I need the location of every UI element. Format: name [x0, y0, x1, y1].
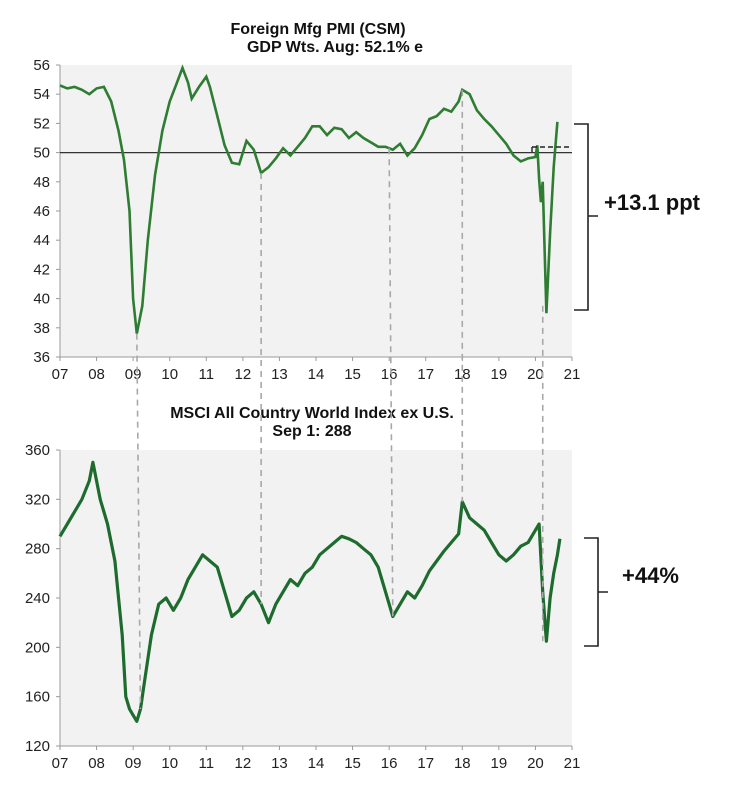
msci-y-tick-label: 240 [25, 590, 50, 607]
msci-series-line [58, 460, 562, 723]
pmi-chart: Foreign Mfg PMI (CSM) GDP Wts. Aug: 52.1… [33, 21, 700, 383]
msci-x-tick-label: 20 [527, 755, 544, 772]
msci-chart: MSCI All Country World Index ex U.S. Sep… [25, 405, 679, 772]
pmi-y-tick-label: 44 [33, 232, 50, 249]
msci-x-tick-label: 19 [491, 755, 508, 772]
msci-plot-area [60, 450, 572, 746]
pmi-x-axis: 07 08 09 10 11 12 13 14 15 16 17 18 19 20 21 [52, 356, 581, 383]
pmi-chart-title: Foreign Mfg PMI (CSM) [230, 21, 405, 38]
msci-x-tick-label: 21 [564, 755, 581, 772]
msci-x-tick-label: 12 [235, 755, 252, 772]
msci-y-tick-label: 160 [25, 689, 50, 706]
pmi-y-tick-label: 48 [33, 174, 50, 191]
pmi-x-tick-label: 09 [125, 366, 142, 383]
pmi-x-tick-label: 10 [161, 366, 178, 383]
pmi-x-tick-label: 08 [88, 366, 105, 383]
pmi-dashed-marker [531, 146, 572, 155]
pmi-bracket [574, 123, 598, 311]
connector-line [388, 148, 394, 617]
pmi-y-tick-label: 50 [33, 145, 50, 162]
pmi-x-tick-label: 17 [417, 366, 434, 383]
msci-x-tick-label: 13 [271, 755, 288, 772]
pmi-y-tick-label: 46 [33, 203, 50, 220]
msci-x-tick-label: 14 [308, 755, 325, 772]
pmi-x-tick-label: 20 [527, 366, 544, 383]
pmi-x-tick-label: 18 [454, 366, 471, 383]
connector-line [136, 333, 142, 710]
pmi-series-line [59, 64, 559, 334]
msci-y-tick-label: 280 [25, 541, 50, 558]
pmi-y-tick-label: 38 [33, 320, 50, 337]
msci-bracket [584, 537, 608, 647]
msci-y-tick-label: 320 [25, 491, 50, 508]
msci-x-tick-label: 11 [198, 755, 214, 772]
pmi-x-tick-label: 14 [308, 366, 325, 383]
msci-x-axis: 07 08 09 10 11 12 13 14 15 16 17 18 19 20 21 [52, 745, 581, 772]
pmi-y-tick-label: 40 [33, 291, 50, 308]
pmi-y-tick-label: 42 [33, 261, 50, 278]
pmi-annotation: +13.1 ppt [604, 190, 701, 215]
msci-x-tick-label: 10 [161, 755, 178, 772]
pmi-y-tick-label: 52 [33, 115, 50, 132]
pmi-chart-subtitle: GDP Wts. Aug: 52.1% e [247, 39, 423, 56]
msci-y-tick-label: 200 [25, 639, 50, 656]
msci-x-tick-label: 08 [88, 755, 105, 772]
msci-y-axis: 120 160 200 240 280 320 360 [25, 442, 61, 755]
pmi-x-tick-label: 07 [52, 366, 69, 383]
pmi-x-tick-label: 11 [198, 366, 214, 383]
pmi-y-tick-label: 56 [33, 57, 50, 74]
pmi-x-tick-label: 13 [271, 366, 288, 383]
msci-annotation: +44% [622, 563, 679, 588]
msci-chart-subtitle: Sep 1: 288 [272, 423, 351, 440]
pmi-plot-area [60, 65, 572, 357]
pmi-x-tick-label: 19 [491, 366, 508, 383]
msci-x-tick-label: 09 [125, 755, 142, 772]
pmi-x-tick-label: 15 [344, 366, 361, 383]
msci-y-tick-label: 120 [25, 738, 50, 755]
msci-x-tick-label: 16 [381, 755, 398, 772]
pmi-y-axis: 36 38 40 42 44 46 48 50 52 54 56 [33, 57, 61, 366]
msci-x-tick-label: 07 [52, 755, 69, 772]
msci-y-tick-label: 360 [25, 442, 50, 459]
pmi-x-tick-label: 12 [235, 366, 252, 383]
pmi-y-tick-label: 54 [33, 86, 50, 103]
msci-x-tick-label: 18 [454, 755, 471, 772]
pmi-x-tick-label: 16 [381, 366, 398, 383]
pmi-x-tick-label: 21 [564, 366, 581, 383]
pmi-y-tick-label: 36 [33, 349, 50, 366]
msci-x-tick-label: 15 [344, 755, 361, 772]
msci-x-tick-label: 17 [417, 755, 434, 772]
turning-point-connectors [136, 89, 544, 710]
msci-chart-title: MSCI All Country World Index ex U.S. [170, 405, 454, 422]
